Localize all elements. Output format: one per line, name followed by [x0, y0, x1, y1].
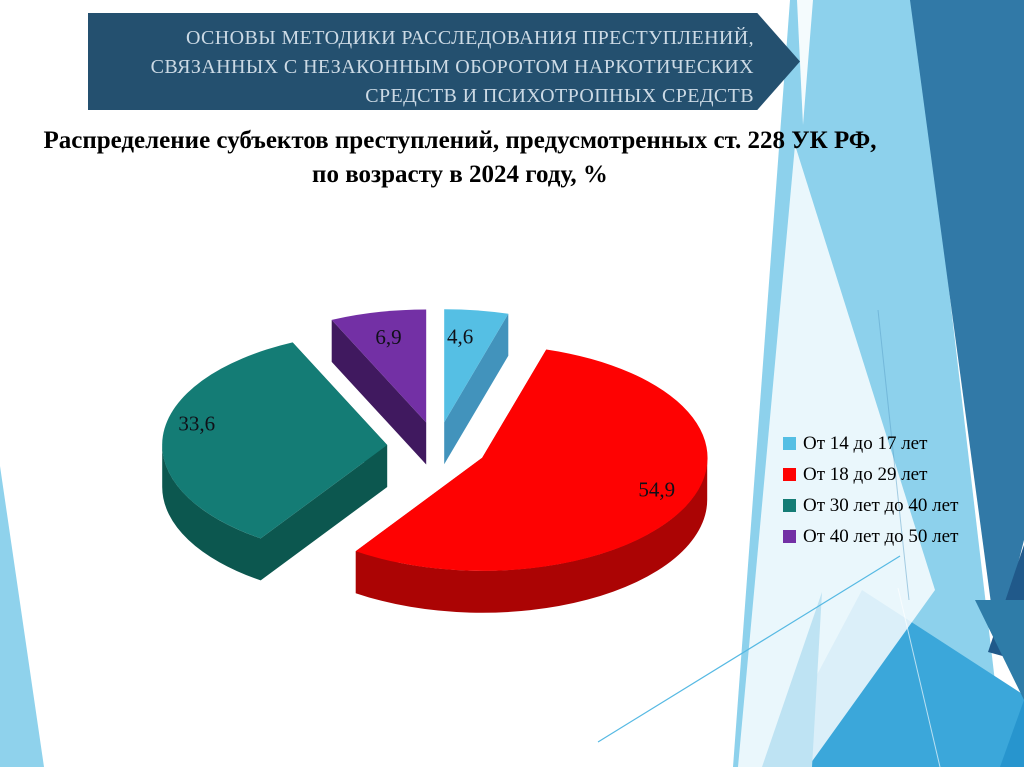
legend-item: От 14 до 17 лет: [783, 428, 958, 459]
legend-swatch: [783, 499, 796, 512]
pie-slice-side: [331, 309, 427, 465]
pie-slice-top: [162, 342, 388, 539]
decor-white-sliver: [797, 0, 813, 125]
pie-data-label: 33,6: [178, 411, 215, 435]
decor-bright-corner: [1000, 700, 1024, 767]
legend-swatch: [783, 530, 796, 543]
banner-line-2: СВЯЗАННЫХ С НЕЗАКОННЫМ ОБОРОТОМ НАРКОТИЧ…: [150, 56, 754, 78]
pie-slice-1: [444, 309, 509, 465]
decor-left-stripe: [0, 466, 44, 767]
legend-label: От 18 до 29 лет: [803, 463, 928, 485]
banner-line-1: ОСНОВЫ МЕТОДИКИ РАССЛЕДОВАНИЯ ПРЕСТУПЛЕН…: [185, 27, 754, 49]
legend-swatch: [783, 437, 796, 450]
decor-thin-line-2: [897, 587, 941, 767]
banner-line-3: СРЕДСТВ И ПСИХОТРОПНЫХ СРЕДСТВ: [365, 85, 754, 107]
pie-data-label: 54,9: [638, 477, 675, 501]
pie-slice-side: [162, 342, 388, 581]
legend-item: От 18 до 29 лет: [783, 459, 958, 490]
header-banner: ОСНОВЫ МЕТОДИКИ РАССЛЕДОВАНИЯ ПРЕСТУПЛЕН…: [88, 13, 800, 110]
pie-slice-top: [331, 309, 427, 423]
legend-label: От 14 до 17 лет: [803, 432, 928, 454]
legend-swatch: [783, 468, 796, 481]
pie-slice-top: [444, 309, 509, 423]
pie-slice-side: [444, 309, 509, 465]
chart-title: Распределение субъектов преступлений, пр…: [15, 124, 905, 192]
decor-steel-corner: [975, 600, 1024, 700]
pie-data-label: 6,9: [375, 325, 401, 349]
chart-title-line-1: Распределение субъектов преступлений, пр…: [43, 127, 877, 154]
chart-title-line-2: по возрасту в 2024 году, %: [312, 161, 608, 188]
pie-slice-2: [355, 349, 708, 613]
decor-navy-wedge: [988, 545, 1024, 662]
decor-pale-wedge: [762, 592, 822, 767]
legend-label: От 30 лет до 40 лет: [803, 494, 959, 516]
chart-legend: От 14 до 17 лет От 18 до 29 лет От 30 лет …: [783, 428, 958, 552]
decor-light-band: [733, 0, 1005, 767]
pie-slice-3: [162, 342, 388, 581]
decor-medium-wedge: [768, 590, 1024, 767]
decor-thin-line-1: [597, 555, 901, 743]
legend-item: От 40 лет до 50 лет: [783, 521, 958, 552]
pie-slice-top: [355, 349, 708, 571]
pie-data-label: 4,6: [447, 325, 473, 349]
legend-item: От 30 лет до 40 лет: [783, 490, 958, 521]
legend-label: От 40 лет до 50 лет: [803, 525, 959, 547]
pie-slice-side: [355, 349, 708, 613]
pie-slice-4: [331, 309, 427, 465]
